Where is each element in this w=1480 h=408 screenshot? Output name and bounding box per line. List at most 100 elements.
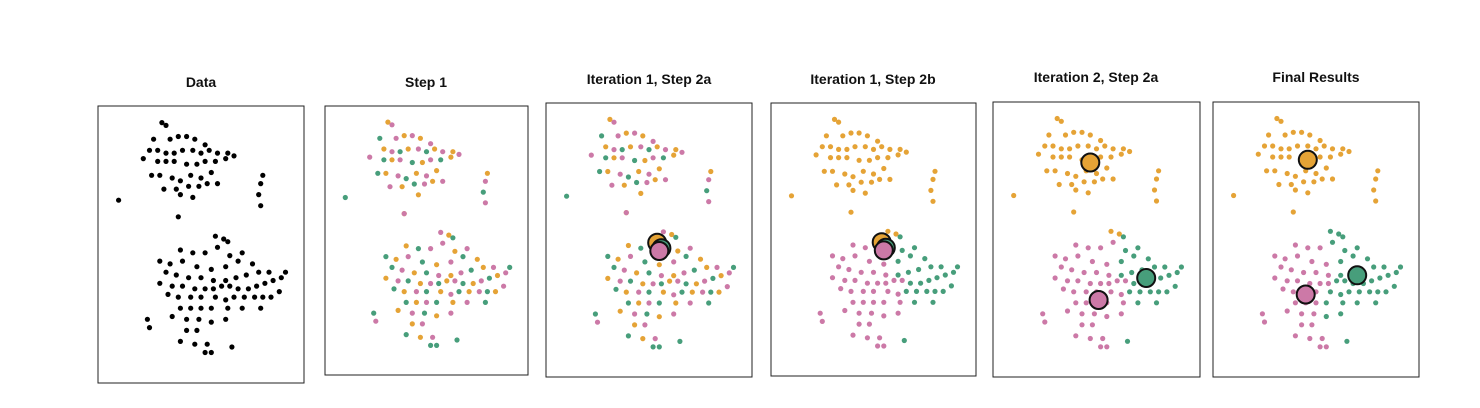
data-point-pink bbox=[1305, 245, 1311, 251]
data-point-pink bbox=[1118, 291, 1124, 298]
data-point-green bbox=[1135, 245, 1141, 251]
data-point-orange bbox=[875, 155, 881, 161]
centroid-pink bbox=[873, 240, 894, 261]
data-point-pink bbox=[1317, 280, 1323, 287]
data-point bbox=[198, 150, 204, 156]
data-point-orange bbox=[627, 144, 634, 150]
data-point-orange bbox=[652, 177, 658, 183]
data-point-orange bbox=[607, 116, 613, 122]
data-point-orange bbox=[1035, 151, 1042, 157]
data-point-green bbox=[1350, 253, 1356, 259]
data-point-green bbox=[1172, 283, 1178, 289]
points-layer bbox=[116, 120, 289, 356]
data-point-green bbox=[377, 135, 383, 141]
data-point-pink bbox=[367, 154, 373, 160]
data-point-green bbox=[656, 344, 662, 350]
data-point bbox=[202, 349, 208, 356]
data-point-orange bbox=[1329, 146, 1336, 152]
data-point-pink bbox=[1089, 322, 1095, 328]
data-point bbox=[175, 133, 181, 140]
data-point bbox=[198, 305, 204, 311]
data-point-green bbox=[1174, 269, 1180, 276]
data-point-orange bbox=[389, 157, 395, 163]
data-point-pink bbox=[671, 292, 677, 298]
data-point-orange bbox=[417, 280, 423, 287]
data-point-orange bbox=[1127, 148, 1133, 155]
data-point bbox=[214, 244, 221, 250]
data-point-pink bbox=[1083, 289, 1089, 295]
data-point bbox=[260, 172, 266, 178]
data-point bbox=[204, 181, 210, 187]
data-point-green bbox=[1153, 300, 1160, 306]
data-point bbox=[254, 283, 260, 289]
data-point bbox=[241, 294, 247, 300]
data-point-orange bbox=[438, 289, 444, 295]
data-point-pink bbox=[662, 177, 669, 183]
data-point-orange bbox=[1313, 146, 1319, 152]
data-point-green bbox=[938, 264, 944, 270]
data-point-pink bbox=[870, 269, 877, 275]
data-point-green bbox=[683, 281, 689, 287]
data-point-green bbox=[428, 342, 434, 348]
data-point-orange bbox=[1058, 154, 1064, 160]
data-point-pink bbox=[1292, 300, 1298, 306]
data-point-orange bbox=[1071, 209, 1077, 215]
data-point bbox=[210, 286, 216, 292]
data-point-orange bbox=[671, 152, 677, 158]
data-point bbox=[214, 150, 221, 156]
data-point-green bbox=[486, 275, 492, 281]
data-point-pink bbox=[1319, 335, 1325, 342]
data-point-green bbox=[1338, 258, 1344, 265]
data-point-orange bbox=[413, 299, 419, 305]
data-point-green bbox=[1122, 247, 1129, 254]
data-point-green bbox=[592, 311, 599, 317]
data-point-green bbox=[1367, 289, 1373, 295]
panel-title: Final Results bbox=[1272, 69, 1359, 85]
data-point-green bbox=[1354, 300, 1360, 306]
data-point-orange bbox=[870, 146, 877, 152]
data-point bbox=[177, 338, 183, 344]
data-point-pink bbox=[1280, 286, 1286, 292]
data-point-pink bbox=[1100, 335, 1106, 342]
data-point-green bbox=[1127, 289, 1133, 295]
data-point-orange bbox=[844, 146, 850, 152]
data-point-pink bbox=[1064, 308, 1071, 314]
data-point bbox=[163, 150, 169, 156]
data-point bbox=[208, 319, 214, 325]
data-point bbox=[233, 275, 239, 281]
data-point-pink bbox=[436, 272, 442, 279]
data-point-pink bbox=[877, 335, 883, 341]
centroid-layer bbox=[871, 232, 896, 261]
data-point-orange bbox=[887, 176, 893, 182]
data-point-pink bbox=[1307, 335, 1313, 342]
data-point-pink bbox=[860, 299, 866, 305]
data-point-pink bbox=[897, 299, 903, 305]
data-point-green bbox=[403, 299, 409, 305]
data-point-pink bbox=[1313, 300, 1319, 306]
data-point bbox=[192, 136, 198, 142]
data-point-green bbox=[1120, 234, 1126, 240]
data-point-orange bbox=[1058, 118, 1064, 124]
data-point-orange bbox=[1278, 154, 1284, 160]
data-point-orange bbox=[1108, 154, 1114, 160]
data-point-orange bbox=[385, 119, 391, 125]
data-point-pink bbox=[1323, 344, 1329, 350]
data-point-orange bbox=[1264, 168, 1270, 174]
data-point-green bbox=[1129, 269, 1135, 276]
data-point-orange bbox=[1046, 132, 1052, 138]
data-point-pink bbox=[387, 184, 393, 190]
data-point bbox=[208, 349, 214, 356]
data-point-green bbox=[1340, 234, 1346, 240]
data-point-green bbox=[1342, 247, 1348, 254]
data-point bbox=[223, 264, 229, 270]
data-point-orange bbox=[697, 256, 704, 262]
panel-final-results: Final Results bbox=[1212, 69, 1420, 378]
data-point-pink bbox=[862, 245, 868, 251]
data-point-orange bbox=[383, 275, 389, 281]
data-point-orange bbox=[494, 272, 501, 279]
data-point-green bbox=[403, 332, 409, 338]
data-point-green bbox=[683, 253, 689, 259]
data-point-pink bbox=[1079, 322, 1085, 328]
data-point-green bbox=[1364, 256, 1371, 262]
data-point bbox=[270, 277, 276, 284]
